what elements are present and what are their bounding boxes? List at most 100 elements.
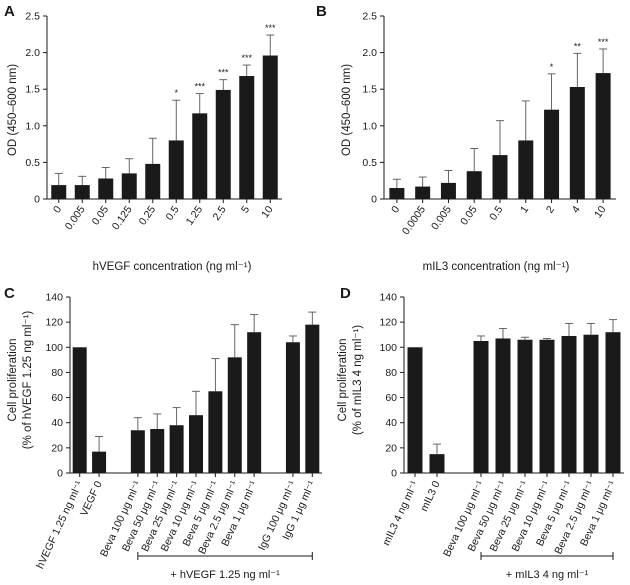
panel-c-xtick-label: hVEGF 1.25 ng ml⁻¹ [34, 479, 85, 571]
panel-c-ytick-label: 20 [51, 442, 63, 454]
panel-a-xtick-label: 10 [259, 204, 276, 221]
panel-b-bar [492, 155, 508, 199]
panel-b-significance-label: ** [574, 41, 582, 51]
panel-d-bar [583, 334, 599, 473]
panel-c-bar [247, 332, 262, 473]
panel-b-bar [415, 186, 431, 199]
panel-c-label: C [4, 285, 15, 302]
panel-c-bar [227, 357, 242, 473]
panel-c: C Cell proliferation (% of hVEGF 1.25 ng… [4, 285, 322, 581]
panel-a-xlabel: hVEGF concentration (ng ml⁻¹) [93, 261, 252, 273]
panel-b-ytick-label: 2.0 [362, 47, 377, 59]
panel-b-significance-label: * [550, 62, 554, 72]
panel-a-xtick-label: 2.5 [210, 204, 228, 223]
panel-b: B OD (450–600 nm) mIL3 concentration (ng… [316, 3, 616, 273]
panel-d-ytick-label: 120 [379, 317, 397, 329]
panel-b-bar [466, 171, 482, 199]
panel-c-bar [92, 451, 107, 473]
panel-c-ytick-label: 120 [45, 317, 63, 329]
panel-a-ytick-label: 2.5 [25, 11, 40, 23]
panel-b-bar [389, 188, 405, 199]
panel-c-bar [208, 391, 223, 473]
panel-d-xtick-label: mIL3 0 [418, 479, 443, 513]
panel-a-ytick-label: 2.0 [25, 47, 40, 59]
panel-b-xtick-label: 0.5 [487, 204, 505, 223]
panel-a-significance-label: *** [218, 68, 229, 78]
panel-d-bar [429, 454, 445, 473]
panel-d-bar [495, 338, 511, 473]
panel-b-xtick-label: 4 [570, 204, 583, 216]
panel-a-bar [145, 163, 161, 199]
panel-a-xtick-label: 0.005 [63, 204, 88, 233]
panel-d-ytick-label: 40 [385, 417, 397, 429]
panel-c-bar [72, 347, 87, 473]
panel-a-ytick-label: 1.5 [25, 84, 40, 96]
panel-c-bar [285, 342, 300, 473]
panel-b-bar [544, 109, 560, 199]
panel-d-bar [561, 335, 577, 473]
panel-b-significance-label: *** [598, 37, 609, 47]
panel-d-ytick-label: 100 [379, 342, 397, 354]
panel-b-xtick-label: 0.005 [429, 204, 454, 233]
panel-b-xtick-label: 1 [518, 204, 531, 216]
panel-d-label: D [340, 285, 351, 302]
panel-a-bar [74, 185, 90, 199]
panel-d-ytick-label: 80 [385, 367, 397, 379]
panel-c-ytick-label: 80 [51, 367, 63, 379]
panel-a-bar [215, 89, 231, 199]
panel-a-bar [239, 76, 255, 199]
panel-c-ylabel-line2: (% of hVEGF 1.25 ng ml⁻¹) [22, 311, 34, 450]
panel-d-bar [473, 341, 489, 473]
panel-d-bar [605, 332, 621, 473]
panel-a-bar [98, 178, 114, 199]
panel-d-ytick-label: 140 [379, 292, 397, 304]
panel-c-ytick-label: 100 [45, 342, 63, 354]
panel-a-significance-label: *** [265, 23, 276, 33]
panel-c-bar [169, 425, 184, 473]
panel-a-bar [51, 185, 67, 199]
panel-a-ylabel: OD (450–600 nm) [7, 64, 19, 156]
panel-b-bar [569, 87, 585, 199]
panel-d-bracket-label: + mIL3 4 ng ml⁻¹ [506, 569, 589, 581]
panel-b-xtick-label: 2 [544, 204, 557, 216]
panel-d-bar [539, 339, 555, 473]
panel-b-xlabel: mIL3 concentration (ng ml⁻¹) [423, 261, 570, 273]
panel-b-ytick-label: 0 [371, 194, 377, 206]
panel-c-bar [305, 324, 320, 473]
panel-d: D Cell proliferation (% of mIL3 4 ng ml⁻… [337, 285, 624, 581]
panel-a-bar [262, 55, 278, 199]
panel-a-ytick-label: 0.5 [25, 157, 40, 169]
panel-a-xtick-label: 0.125 [110, 204, 135, 233]
panel-b-plot: 00.51.01.52.02.500.0005 0.005 0.05 0.5 1*2**… [362, 11, 616, 237]
panel-a-xtick-label: 0.25 [137, 204, 159, 228]
panel-c-ylabel-line1: Cell proliferation [7, 338, 19, 421]
panel-a-significance-label: *** [194, 82, 205, 92]
panel-a-xtick-label: 5 [239, 204, 252, 216]
panel-c-ytick-label: 40 [51, 417, 63, 429]
panel-a-xtick-label: 0 [51, 204, 64, 216]
panel-b-ytick-label: 2.5 [362, 11, 377, 23]
panel-a-ytick-label: 1.0 [25, 120, 40, 132]
panel-b-label: B [316, 3, 327, 20]
panel-a-bar [121, 173, 137, 199]
panel-c-bar [189, 415, 203, 473]
panel-a-significance-label: *** [241, 53, 252, 63]
panel-a: A OD (450–600 nm) hVEGF concentration (n… [4, 3, 282, 273]
panel-c-bracket-label: + hVEGF 1.25 ng ml⁻¹ [170, 569, 280, 581]
panel-b-bar [595, 73, 611, 199]
panel-b-xtick-label: 0.05 [458, 204, 480, 228]
panel-a-bar [168, 140, 184, 199]
panel-a-bar [192, 113, 208, 199]
panel-a-significance-label: * [174, 88, 178, 98]
panel-a-plot: 00.51.01.52.02.500.005 0.050.125 0.25*0.5*… [25, 11, 282, 233]
panel-b-bar [440, 182, 456, 199]
panel-b-xtick-label: 10 [592, 204, 609, 221]
panel-b-bar [518, 140, 534, 199]
panel-d-bar [517, 339, 533, 473]
panel-c-ytick-label: 0 [57, 468, 63, 480]
panel-a-xtick-label: 1.25 [184, 204, 206, 228]
panel-c-ytick-label: 60 [51, 392, 63, 404]
